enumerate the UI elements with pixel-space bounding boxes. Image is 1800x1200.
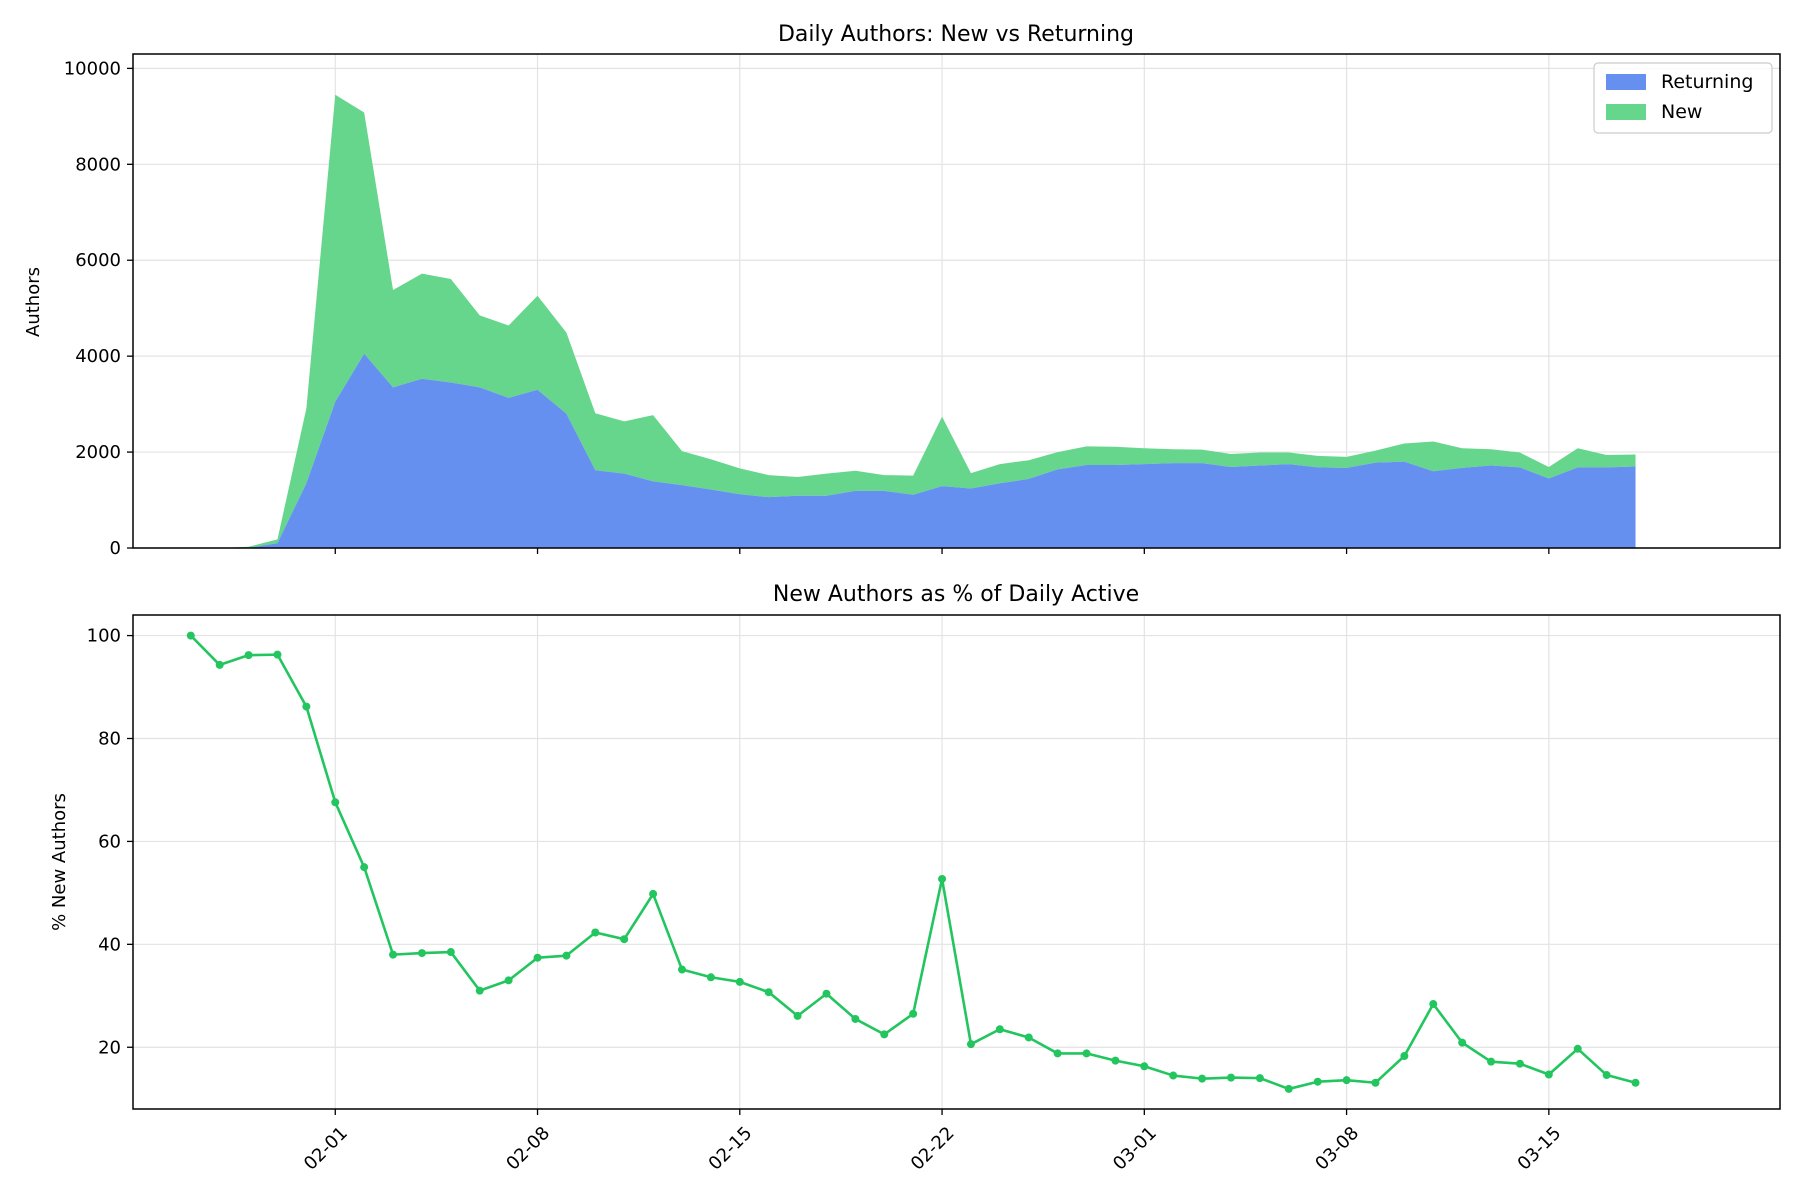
x-tick-label: 02-15 bbox=[705, 1123, 757, 1175]
y-tick-label: 40 bbox=[98, 934, 121, 955]
data-point bbox=[591, 928, 600, 937]
chart-title: Daily Authors: New vs Returning bbox=[778, 22, 1134, 47]
data-point bbox=[1342, 1076, 1351, 1085]
x-tick-label: 02-22 bbox=[907, 1123, 959, 1175]
data-point bbox=[504, 976, 513, 985]
pct-new-line bbox=[189, 634, 1636, 1091]
x-tick-label: 02-08 bbox=[502, 1123, 554, 1175]
data-point bbox=[1169, 1071, 1178, 1080]
y-tick-label: 8000 bbox=[75, 154, 121, 175]
data-point bbox=[389, 950, 398, 959]
y-tick-label: 2000 bbox=[75, 442, 121, 463]
data-point bbox=[735, 977, 744, 986]
legend-swatch-new bbox=[1606, 104, 1646, 120]
data-point bbox=[1111, 1056, 1120, 1065]
data-point bbox=[678, 965, 686, 974]
data-point bbox=[764, 988, 773, 997]
data-point bbox=[1602, 1071, 1611, 1080]
data-point bbox=[331, 798, 340, 807]
y-tick-label: 80 bbox=[98, 729, 121, 750]
line-chart-panel: New Authors as % of Daily Active % New A… bbox=[49, 582, 1781, 1175]
data-point bbox=[1487, 1057, 1496, 1066]
data-point bbox=[562, 951, 571, 960]
data-point bbox=[1544, 1070, 1553, 1079]
data-point bbox=[1573, 1044, 1582, 1053]
area-chart-panel: Daily Authors: New vs Returning Authors … bbox=[23, 22, 1781, 559]
y-tick-label: 20 bbox=[98, 1037, 121, 1058]
area-new bbox=[133, 94, 1636, 548]
data-point bbox=[302, 702, 311, 711]
y-tick-label: 6000 bbox=[75, 250, 121, 271]
data-point bbox=[649, 889, 658, 898]
data-point bbox=[966, 1040, 975, 1049]
data-point bbox=[1255, 1074, 1264, 1083]
x-tick-label: 02-01 bbox=[300, 1123, 352, 1175]
x-tick-label: 03-08 bbox=[1311, 1123, 1363, 1175]
data-point bbox=[909, 1009, 918, 1018]
plot-frame bbox=[132, 53, 1781, 549]
data-point bbox=[1313, 1077, 1322, 1086]
data-point bbox=[273, 650, 282, 659]
x-tick-label: 03-15 bbox=[1514, 1123, 1566, 1175]
data-point bbox=[533, 953, 542, 962]
data-point bbox=[360, 863, 369, 872]
data-point bbox=[1198, 1074, 1207, 1083]
y-tick-label: 100 bbox=[87, 626, 121, 647]
y-tick-label: 0 bbox=[110, 538, 121, 559]
x-tick-label: 03-01 bbox=[1109, 1123, 1161, 1175]
data-point bbox=[1631, 1078, 1640, 1087]
data-point bbox=[244, 651, 253, 660]
data-point bbox=[995, 1025, 1004, 1034]
data-point bbox=[1371, 1078, 1380, 1087]
data-point bbox=[706, 973, 715, 982]
data-point bbox=[215, 660, 224, 669]
data-point bbox=[822, 989, 831, 998]
data-point bbox=[793, 1011, 802, 1020]
y-axis-label: Authors bbox=[23, 267, 44, 337]
data-point bbox=[475, 986, 484, 995]
legend-label-new: New bbox=[1661, 101, 1702, 123]
data-point bbox=[1140, 1062, 1149, 1071]
data-point bbox=[1458, 1038, 1467, 1047]
y-axis-label: % New Authors bbox=[49, 793, 70, 931]
data-point bbox=[851, 1014, 860, 1023]
data-point bbox=[938, 874, 947, 883]
legend-swatch-returning bbox=[1606, 74, 1646, 90]
data-point bbox=[1227, 1073, 1235, 1082]
data-point bbox=[1024, 1033, 1033, 1042]
data-point bbox=[446, 948, 455, 957]
data-point bbox=[1400, 1051, 1409, 1060]
legend-label-returning: Returning bbox=[1661, 71, 1753, 93]
data-point bbox=[417, 949, 426, 958]
area-returning bbox=[133, 353, 1636, 548]
data-point bbox=[620, 935, 629, 944]
legend: Returning New bbox=[1593, 62, 1773, 134]
y-tick-label: 4000 bbox=[75, 346, 121, 367]
data-point bbox=[1082, 1049, 1091, 1058]
data-point bbox=[1429, 1000, 1438, 1009]
plot-frame bbox=[132, 614, 1781, 1110]
y-tick-label: 10000 bbox=[64, 58, 121, 79]
data-point bbox=[186, 631, 195, 640]
data-point bbox=[880, 1030, 889, 1039]
data-point bbox=[1515, 1059, 1524, 1068]
data-point bbox=[1053, 1049, 1062, 1058]
data-point bbox=[1284, 1084, 1293, 1093]
y-tick-label: 60 bbox=[98, 831, 121, 852]
chart-title: New Authors as % of Daily Active bbox=[773, 582, 1139, 607]
